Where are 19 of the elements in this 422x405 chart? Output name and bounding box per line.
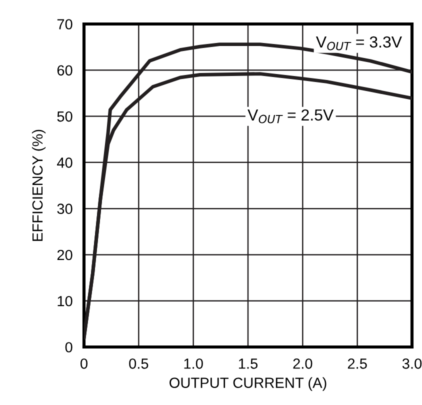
x-axis-title: OUTPUT CURRENT (A): [170, 377, 326, 391]
x-tick-label: 2.5: [348, 358, 367, 369]
x-tick-label: 0: [80, 358, 88, 369]
x-tick-label: 1.0: [184, 358, 203, 369]
y-tick-label: 0: [65, 342, 72, 352]
x-tick-label: 3.0: [402, 358, 422, 369]
x-tick-label: 0.5: [129, 358, 148, 369]
series-label: V$_{OUT}$ = 3.3V: [316, 36, 402, 50]
y-tick-label: 70: [57, 19, 72, 30]
x-tick-label: 1.5: [238, 358, 258, 369]
y-tick-label: 30: [57, 204, 72, 214]
y-tick-label: 20: [57, 250, 72, 260]
y-tick-label: 10: [58, 296, 72, 306]
y-tick-label: 40: [57, 158, 72, 168]
series-label: V$_{OUT}$ = 2.5V: [248, 109, 334, 124]
y-axis-title: EFFICIENCY (%): [32, 130, 46, 241]
y-tick-label: 60: [57, 65, 72, 76]
y-tick-label: 50: [57, 111, 72, 122]
x-tick-label: 2.0: [293, 358, 312, 369]
